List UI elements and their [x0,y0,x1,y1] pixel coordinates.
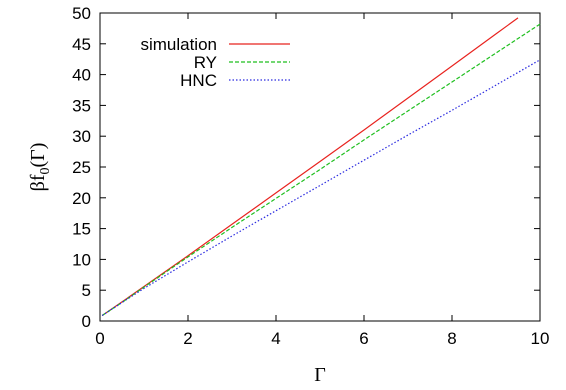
x-tick-label: 4 [271,329,280,348]
series-line-ry [101,23,541,317]
y-tick-label: 45 [72,35,91,54]
y-tick-label: 25 [72,158,91,177]
y-tick-label: 40 [72,66,91,85]
legend-label: HNC [180,71,217,90]
y-axis-label: βf0(Γ) [27,143,53,192]
y-tick-label: 30 [72,127,91,146]
x-tick-label: 6 [359,329,368,348]
y-axis-label-main: βf [27,174,49,191]
x-tick-label: 10 [531,329,550,348]
series-layer [101,17,541,317]
series-line-simulation [101,17,519,316]
y-tick-label: 50 [72,4,91,23]
series-line-hnc [101,59,541,317]
y-tick-label: 15 [72,220,91,239]
y-tick-label: 35 [72,96,91,115]
x-tick-label: 0 [95,329,104,348]
y-tick-label: 20 [72,189,91,208]
y-tick-label: 5 [82,281,91,300]
y-axis-label-subscript: 0 [38,168,53,175]
axis-ticks: 0 2 4 6 8 10 0 5 10 15 20 25 30 35 40 45 50 [72,4,549,348]
x-tick-label: 8 [447,329,456,348]
y-tick-label: 0 [82,312,91,331]
plot-frame [99,12,541,322]
legend-label: simulation [140,35,217,54]
y-axis-label-tail: (Γ) [27,143,49,168]
x-tick-label: 2 [183,329,192,348]
y-tick-label: 10 [72,250,91,269]
x-axis-label: Γ [314,364,326,386]
legend-label: RY [194,53,217,72]
